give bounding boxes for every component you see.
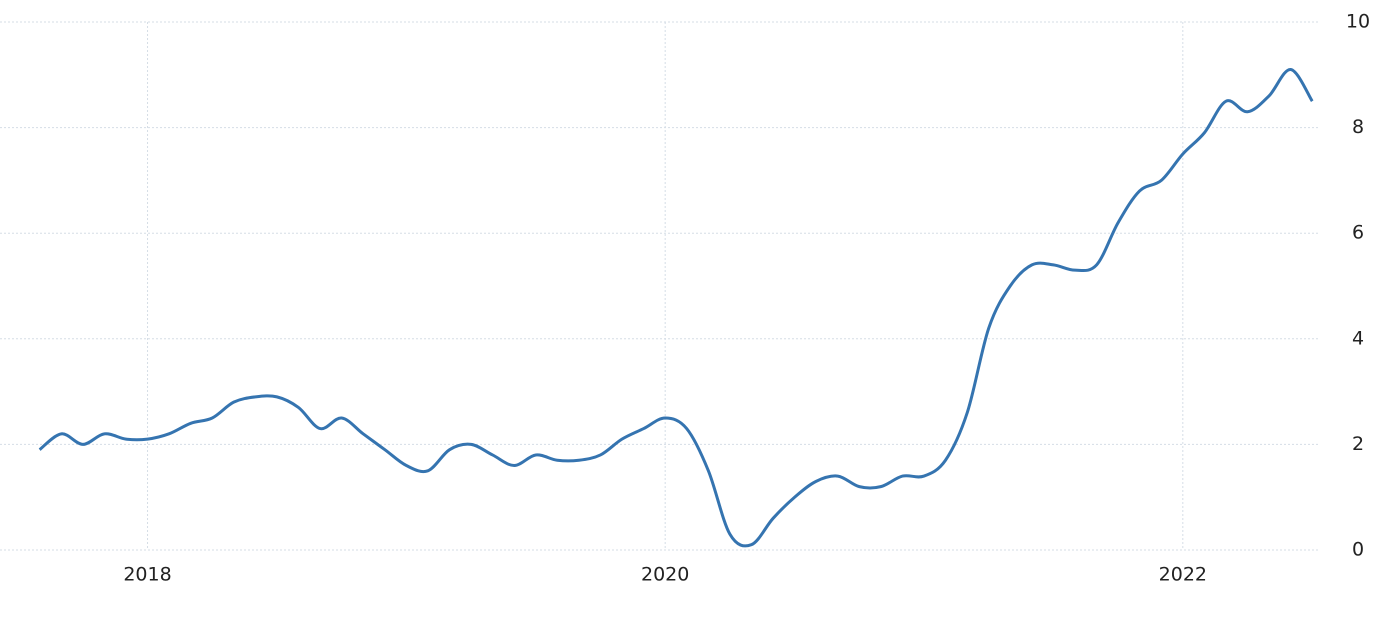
- y-tick-label: 0: [1352, 539, 1364, 561]
- data-line: [38, 68, 1314, 548]
- x-tick-label: 2022: [1159, 564, 1207, 586]
- y-tick-label: 4: [1352, 327, 1364, 349]
- x-tick-label: 2020: [641, 564, 689, 586]
- y-tick-label: 2: [1352, 433, 1364, 455]
- y-tick-label: 10: [1346, 11, 1370, 33]
- x-tick-label: 2018: [123, 564, 171, 586]
- y-tick-label: 6: [1352, 222, 1364, 244]
- y-tick-label: 8: [1352, 116, 1364, 138]
